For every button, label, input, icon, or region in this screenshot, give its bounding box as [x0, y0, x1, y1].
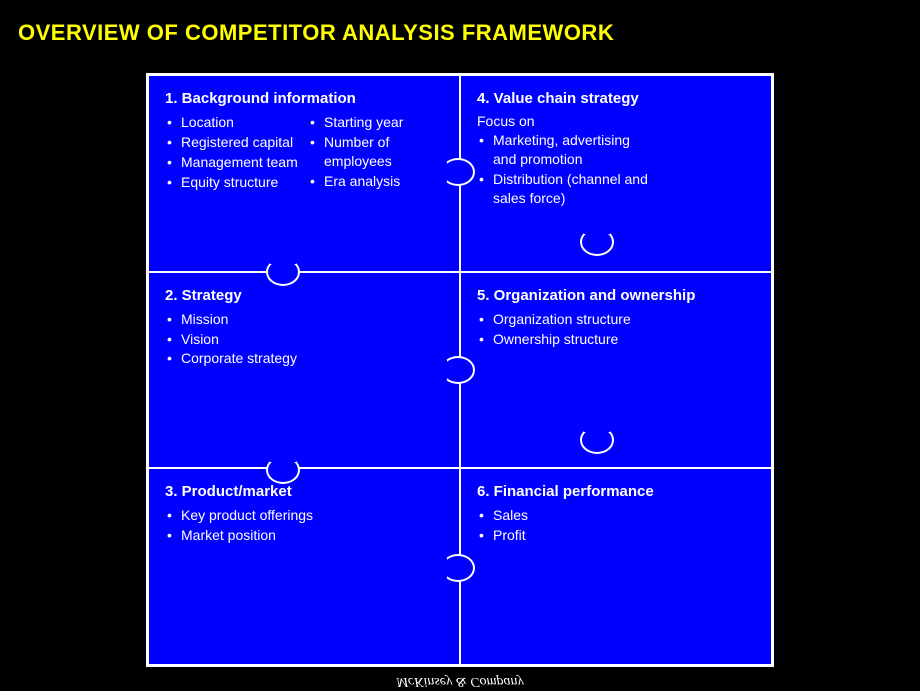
- puzzle-connector-icon: [441, 554, 475, 582]
- cell-lead: Focus on: [477, 113, 755, 129]
- list-item: Ownership structure: [477, 330, 755, 349]
- bullet-list: Sales Profit: [477, 506, 755, 545]
- list-item: Profit: [477, 526, 755, 545]
- bullet-list: Key product offerings Market position: [165, 506, 443, 545]
- cell-title: 6. Financial performance: [477, 483, 755, 500]
- list-item: Starting year: [308, 113, 443, 132]
- cell-title: 1. Background information: [165, 90, 443, 107]
- cell-financial: 6. Financial performance Sales Profit: [460, 468, 772, 665]
- list-item: Sales: [477, 506, 755, 525]
- list-item: Registered capital: [165, 133, 300, 152]
- cell-strategy: 2. Strategy Mission Vision Corporate str…: [148, 272, 460, 469]
- bullet-list: Starting year Number of employees Era an…: [308, 113, 443, 191]
- list-item: Key product offerings: [165, 506, 443, 525]
- list-item: Market position: [165, 526, 443, 545]
- page-title: OVERVIEW OF COMPETITOR ANALYSIS FRAMEWOR…: [0, 0, 920, 46]
- list-item: Location: [165, 113, 300, 132]
- list-item: Corporate strategy: [165, 349, 443, 368]
- puzzle-connector-icon: [441, 158, 475, 186]
- list-item: Distribution (channel and sales force): [477, 170, 657, 208]
- puzzle-connector-icon: [580, 228, 614, 256]
- bullet-list: Marketing, advertising and promotion Dis…: [477, 131, 657, 208]
- list-item: Number of employees: [308, 133, 443, 171]
- puzzle-connector-icon: [441, 356, 475, 384]
- list-item: Equity structure: [165, 173, 300, 192]
- puzzle-connector-icon: [580, 426, 614, 454]
- bullet-list: Location Registered capital Management t…: [165, 113, 300, 192]
- list-item: Organization structure: [477, 310, 755, 329]
- bullet-list: Organization structure Ownership structu…: [477, 310, 755, 349]
- cell-value-chain: 4. Value chain strategy Focus on Marketi…: [460, 75, 772, 272]
- puzzle-connector-icon: [266, 456, 300, 484]
- list-item: Management team: [165, 153, 300, 172]
- list-item: Vision: [165, 330, 443, 349]
- puzzle-connector-icon: [266, 258, 300, 286]
- cell-background-info: 1. Background information Location Regis…: [148, 75, 460, 272]
- brand-footer: McKinsey & Company: [396, 673, 524, 689]
- bullet-list: Mission Vision Corporate strategy: [165, 310, 443, 369]
- cell-organization: 5. Organization and ownership Organizati…: [460, 272, 772, 469]
- list-item: Mission: [165, 310, 443, 329]
- list-item: Era analysis: [308, 172, 443, 191]
- cell-title: 2. Strategy: [165, 287, 443, 304]
- cell-title: 5. Organization and ownership: [477, 287, 755, 304]
- cell-title: 4. Value chain strategy: [477, 90, 755, 107]
- list-item: Marketing, advertising and promotion: [477, 131, 657, 169]
- cell-title: 3. Product/market: [165, 483, 443, 500]
- cell-product-market: 3. Product/market Key product offerings …: [148, 468, 460, 665]
